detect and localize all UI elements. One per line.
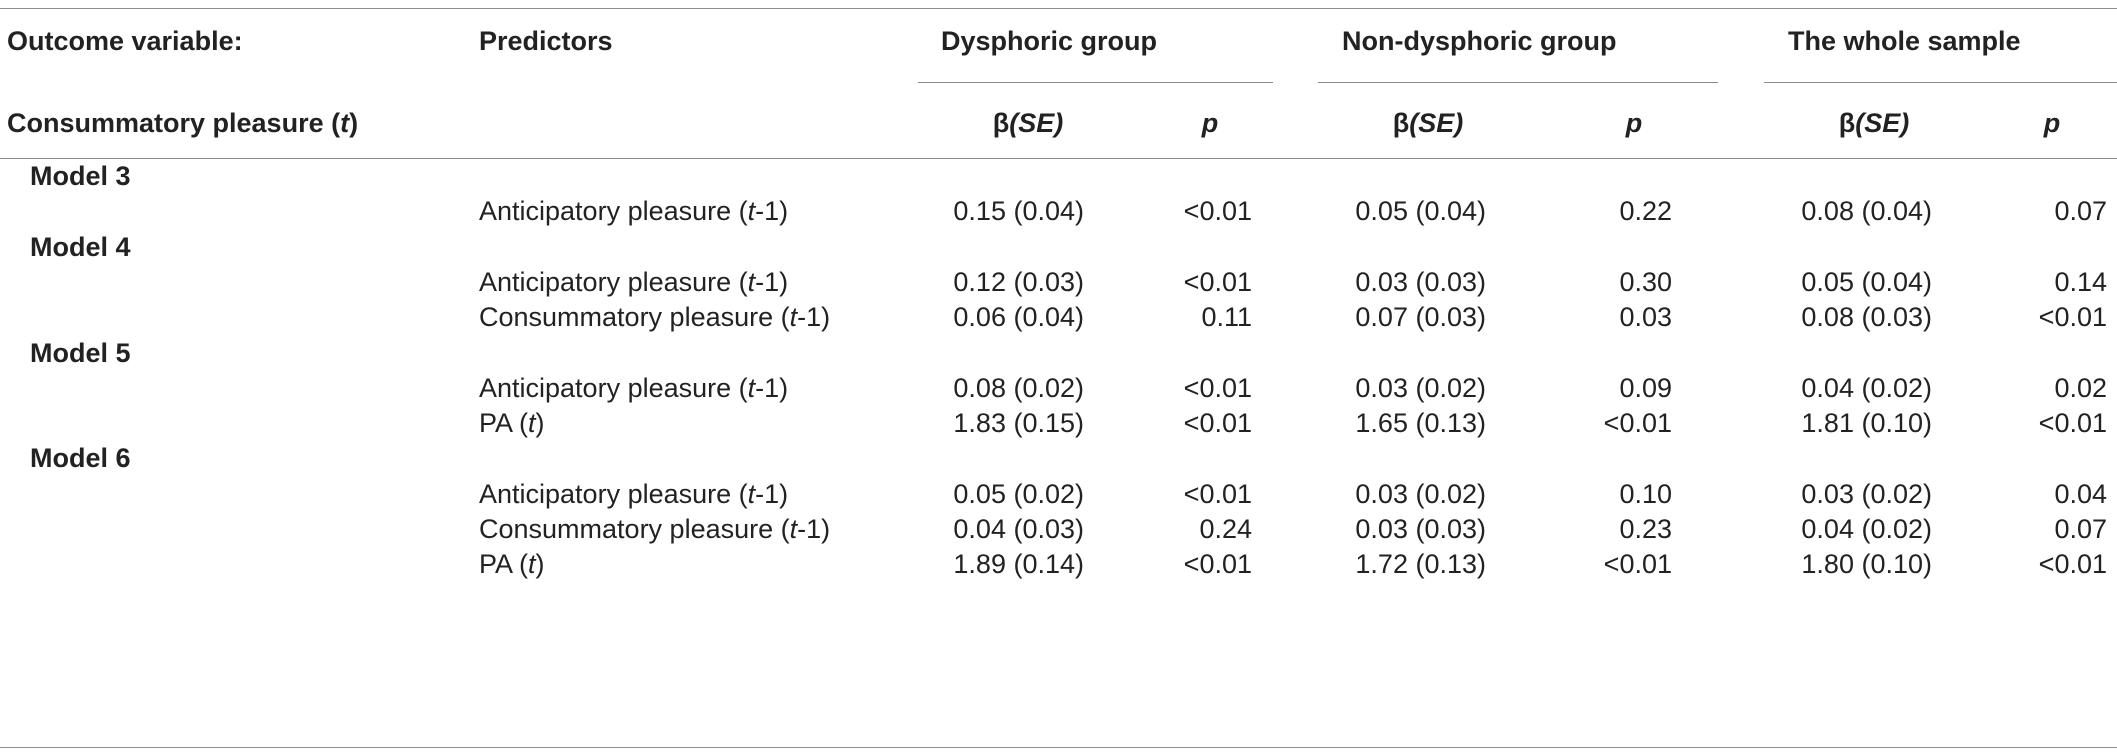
value-cell-p-non-dysphoric: <0.01 — [1603, 408, 1672, 439]
value-cell-beta-dysphoric: 1.89 (0.14) — [953, 549, 1084, 580]
value-cell-beta-non-dysphoric: 0.03 (0.02) — [1355, 478, 1486, 509]
value-cell-p-whole-sample: <0.01 — [2038, 302, 2107, 333]
value-cell-p-non-dysphoric: 0.23 — [1619, 514, 1672, 544]
value-cell-p-dysphoric: <0.01 — [1183, 266, 1252, 297]
predictor-cell: Consummatory pleasure (t-1) — [479, 514, 831, 544]
value-cell-p-whole-sample: <0.01 — [2038, 549, 2107, 580]
value-cell-beta-dysphoric: 1.83 (0.15) — [953, 408, 1084, 439]
beta-se-header-non-dysphoric: β(SE) — [1392, 108, 1464, 138]
outcome-variable-name: Consummatory pleasure (t) — [7, 108, 359, 138]
value-cell-beta-whole-sample: 0.05 (0.04) — [1801, 266, 1932, 297]
beta-se-header-dysphoric: β(SE) — [992, 108, 1064, 138]
value-cell-beta-whole-sample: 0.08 (0.03) — [1801, 302, 1932, 333]
whole-sample-header: The whole sample — [1788, 26, 2021, 56]
value-cell-beta-whole-sample: 0.03 (0.02) — [1801, 478, 1932, 509]
value-cell-p-dysphoric: <0.01 — [1183, 549, 1252, 580]
predictor-cell: Anticipatory pleasure (t-1) — [479, 266, 789, 297]
table-top-rule — [0, 8, 2117, 9]
group-rule-dysphoric — [918, 82, 1273, 83]
value-cell-beta-non-dysphoric: 0.03 (0.03) — [1355, 514, 1486, 544]
model-label: Model 4 — [30, 231, 131, 262]
model-label: Model 6 — [30, 443, 131, 474]
beta-se-header-whole-sample: β(SE) — [1838, 108, 1910, 138]
value-cell-beta-non-dysphoric: 1.65 (0.13) — [1355, 408, 1486, 439]
value-cell-p-whole-sample: 0.04 — [2054, 478, 2107, 509]
value-cell-beta-dysphoric: 0.08 (0.02) — [953, 372, 1084, 403]
value-cell-beta-whole-sample: 1.81 (0.10) — [1801, 408, 1932, 439]
value-cell-beta-non-dysphoric: 0.05 (0.04) — [1355, 196, 1486, 227]
value-cell-p-non-dysphoric: <0.01 — [1603, 549, 1672, 580]
value-cell-p-non-dysphoric: 0.10 — [1619, 478, 1672, 509]
value-cell-beta-non-dysphoric: 0.03 (0.02) — [1355, 372, 1486, 403]
p-header-whole-sample: p — [2043, 108, 2061, 138]
value-cell-p-dysphoric: 0.11 — [1201, 302, 1252, 333]
value-cell-beta-non-dysphoric: 1.72 (0.13) — [1355, 549, 1486, 580]
dysphoric-group-header: Dysphoric group — [941, 26, 1158, 56]
group-rule-whole-sample — [1764, 82, 2117, 83]
value-cell-beta-whole-sample: 1.80 (0.10) — [1801, 549, 1932, 580]
value-cell-beta-whole-sample: 0.04 (0.02) — [1801, 372, 1932, 403]
value-cell-beta-dysphoric: 0.05 (0.02) — [953, 478, 1084, 509]
predictor-cell: Consummatory pleasure (t-1) — [479, 302, 831, 333]
value-cell-p-whole-sample: 0.14 — [2054, 266, 2107, 297]
value-cell-p-non-dysphoric: 0.09 — [1619, 372, 1672, 403]
header-bottom-rule — [0, 158, 2117, 159]
value-cell-beta-non-dysphoric: 0.07 (0.03) — [1355, 302, 1486, 333]
outcome-variable-label: Outcome variable: — [7, 26, 243, 56]
model-label: Model 5 — [30, 337, 131, 368]
value-cell-beta-non-dysphoric: 0.03 (0.03) — [1355, 266, 1486, 297]
value-cell-beta-dysphoric: 0.06 (0.04) — [953, 302, 1084, 333]
value-cell-p-dysphoric: 0.24 — [1199, 514, 1252, 544]
value-cell-p-non-dysphoric: 0.30 — [1619, 266, 1672, 297]
value-cell-p-whole-sample: 0.02 — [2054, 372, 2107, 403]
value-cell-beta-whole-sample: 0.08 (0.04) — [1801, 196, 1932, 227]
value-cell-p-whole-sample: 0.07 — [2054, 514, 2107, 544]
table-bottom-rule — [0, 747, 2117, 748]
model-label: Model 3 — [30, 161, 131, 191]
group-rule-non-dysphoric — [1318, 82, 1718, 83]
value-cell-p-whole-sample: 0.07 — [2054, 196, 2107, 227]
value-cell-p-whole-sample: <0.01 — [2038, 408, 2107, 439]
value-cell-p-dysphoric: <0.01 — [1183, 372, 1252, 403]
p-header-non-dysphoric: p — [1625, 108, 1643, 138]
predictor-cell: Anticipatory pleasure (t-1) — [479, 478, 789, 509]
value-cell-beta-dysphoric: 0.15 (0.04) — [953, 196, 1084, 227]
predictor-cell: PA (t) — [479, 549, 545, 580]
value-cell-beta-dysphoric: 0.04 (0.03) — [953, 514, 1084, 544]
predictors-header: Predictors — [479, 26, 613, 56]
value-cell-p-non-dysphoric: 0.22 — [1619, 196, 1672, 227]
value-cell-p-dysphoric: <0.01 — [1183, 408, 1252, 439]
value-cell-beta-whole-sample: 0.04 (0.02) — [1801, 514, 1932, 544]
p-header-dysphoric: p — [1201, 108, 1219, 138]
value-cell-beta-dysphoric: 0.12 (0.03) — [953, 266, 1084, 297]
predictor-cell: Anticipatory pleasure (t-1) — [479, 372, 789, 403]
value-cell-p-non-dysphoric: 0.03 — [1619, 302, 1672, 333]
non-dysphoric-group-header: Non-dysphoric group — [1342, 26, 1617, 56]
predictor-cell: PA (t) — [479, 408, 545, 439]
value-cell-p-dysphoric: <0.01 — [1183, 196, 1252, 227]
value-cell-p-dysphoric: <0.01 — [1183, 478, 1252, 509]
predictor-cell: Anticipatory pleasure (t-1) — [479, 196, 789, 227]
